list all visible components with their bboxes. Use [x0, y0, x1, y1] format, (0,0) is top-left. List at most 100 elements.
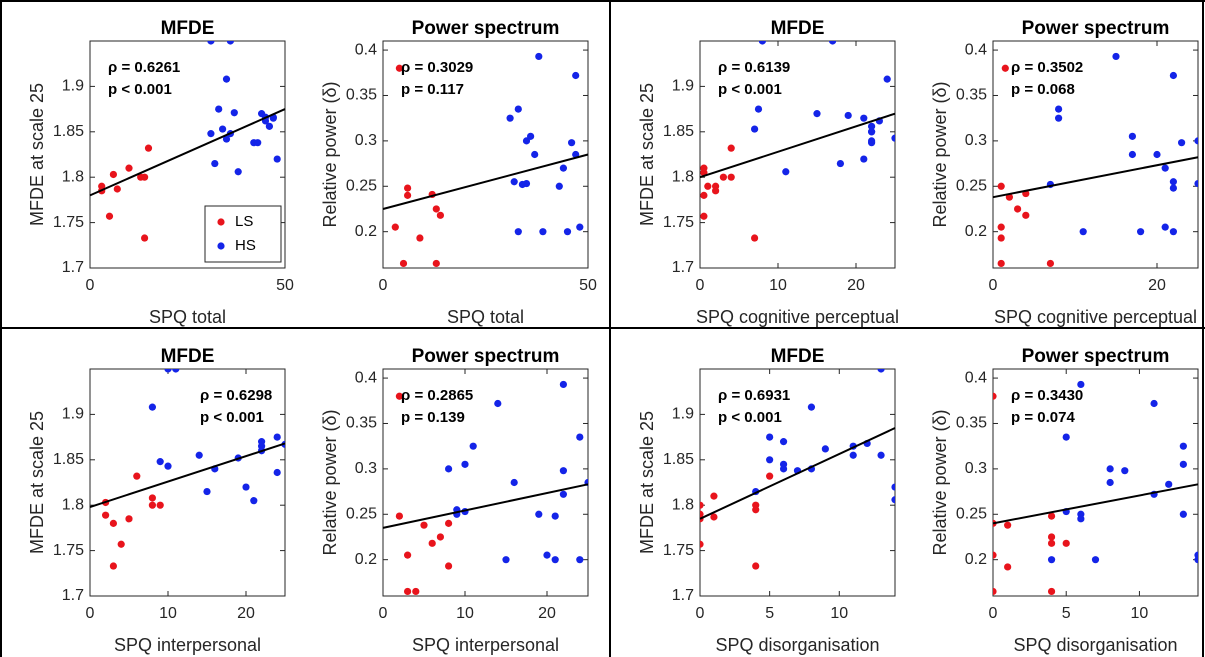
stat-annotation: p < 0.001: [108, 81, 172, 98]
data-point: [404, 184, 412, 192]
y-tick-label: 1.7: [672, 587, 694, 604]
data-point: [1106, 478, 1114, 487]
data-point: [559, 467, 568, 475]
data-point: [891, 134, 895, 142]
panel: Power spectrum SPQ interpersonal Relative …: [320, 346, 589, 655]
data-point: [273, 433, 281, 441]
x-tick-label: 5: [765, 605, 774, 622]
data-point: [1179, 442, 1187, 450]
data-point: [829, 41, 837, 45]
data-point: [807, 403, 816, 411]
fit-line: [992, 156, 1199, 199]
y-tick-label: 0.2: [965, 551, 987, 568]
data-point: [432, 259, 440, 268]
data-point: [211, 159, 219, 168]
data-point: [877, 369, 885, 373]
data-point: [1062, 539, 1070, 547]
data-point: [258, 442, 266, 450]
data-point: [222, 75, 231, 83]
data-point: [273, 468, 281, 477]
stat-annotation: p < 0.001: [718, 409, 782, 426]
data-point: [219, 125, 227, 133]
data-point: [164, 369, 172, 373]
data-point: [420, 521, 428, 529]
legend-box: [204, 205, 282, 263]
data-point: [510, 178, 518, 186]
y-tick-label: 0.2: [355, 551, 377, 568]
data-point: [868, 122, 876, 130]
data-point: [576, 433, 584, 441]
data-point: [416, 234, 424, 242]
data-point: [1062, 433, 1070, 441]
data-point: [700, 540, 704, 548]
data-point: [849, 451, 857, 459]
data-point: [172, 369, 180, 373]
data-point: [700, 515, 704, 523]
data-point: [700, 191, 708, 199]
y-tick-label: 0.4: [355, 41, 377, 58]
data-point: [502, 556, 510, 564]
data-point: [1169, 228, 1177, 236]
y-axis-label: MFDE at scale 25: [637, 83, 657, 226]
x-tick-label: 5: [1062, 605, 1071, 622]
data-point: [109, 562, 117, 570]
y-tick-label: 1.85: [53, 451, 84, 468]
data-point: [1079, 228, 1087, 236]
axes-box: [699, 40, 896, 269]
y-axis-label: Relative power (δ): [320, 409, 340, 555]
stat-annotation: ρ = 0.6931: [718, 387, 790, 404]
data-point: [1169, 178, 1177, 186]
data-point: [445, 519, 453, 527]
data-point: [445, 562, 453, 570]
data-point: [700, 212, 708, 220]
data-point: [125, 515, 133, 523]
data-point: [141, 234, 149, 242]
axes-box: [89, 368, 286, 597]
data-point: [751, 125, 759, 133]
fit-line: [382, 153, 589, 210]
fit-line: [699, 112, 896, 179]
x-tick-label: 0: [696, 605, 705, 622]
data-point: [506, 114, 514, 122]
x-tick-label: 20: [538, 605, 556, 622]
y-tick-label: 1.8: [62, 496, 84, 513]
data-point: [514, 105, 522, 113]
data-point: [156, 501, 164, 509]
data-point: [1194, 556, 1198, 564]
data-point: [576, 223, 584, 231]
data-point: [779, 438, 788, 446]
data-point: [395, 512, 403, 520]
data-point: [1194, 137, 1198, 145]
data-point: [704, 182, 712, 190]
data-point: [148, 403, 156, 411]
data-point: [559, 380, 568, 389]
data-point: [1106, 465, 1114, 473]
data-point: [766, 456, 774, 464]
data-point: [700, 501, 704, 509]
data-point: [404, 191, 412, 199]
data-point: [710, 513, 718, 521]
panel: MFDE SPQ interpersonal MFDE at scale 25 0 10…: [27, 346, 286, 655]
data-point: [469, 442, 477, 450]
x-tick-label: 20: [847, 277, 865, 294]
data-point: [754, 105, 763, 113]
stat-annotation: p = 0.117: [401, 81, 464, 98]
data-point: [113, 185, 121, 193]
y-tick-label: 1.9: [672, 78, 694, 95]
legend-label: HS: [235, 237, 256, 254]
panel-title: MFDE: [771, 346, 825, 367]
data-point: [844, 111, 852, 120]
legend-marker: [217, 242, 225, 250]
y-tick-label: 1.9: [672, 406, 694, 423]
x-tick-label: 0: [696, 277, 705, 294]
y-tick-label: 0.2: [965, 223, 987, 240]
y-tick-label: 0.3: [965, 132, 987, 149]
x-tick-label: 0: [379, 605, 388, 622]
panel-title: MFDE: [161, 346, 215, 367]
panel: MFDE SPQ cognitive perceptual MFDE at scal…: [637, 18, 899, 327]
x-tick-label: 0: [989, 605, 998, 622]
data-point: [1165, 480, 1173, 488]
data-point: [1047, 539, 1056, 547]
data-point: [1179, 510, 1187, 518]
data-point: [813, 110, 821, 118]
